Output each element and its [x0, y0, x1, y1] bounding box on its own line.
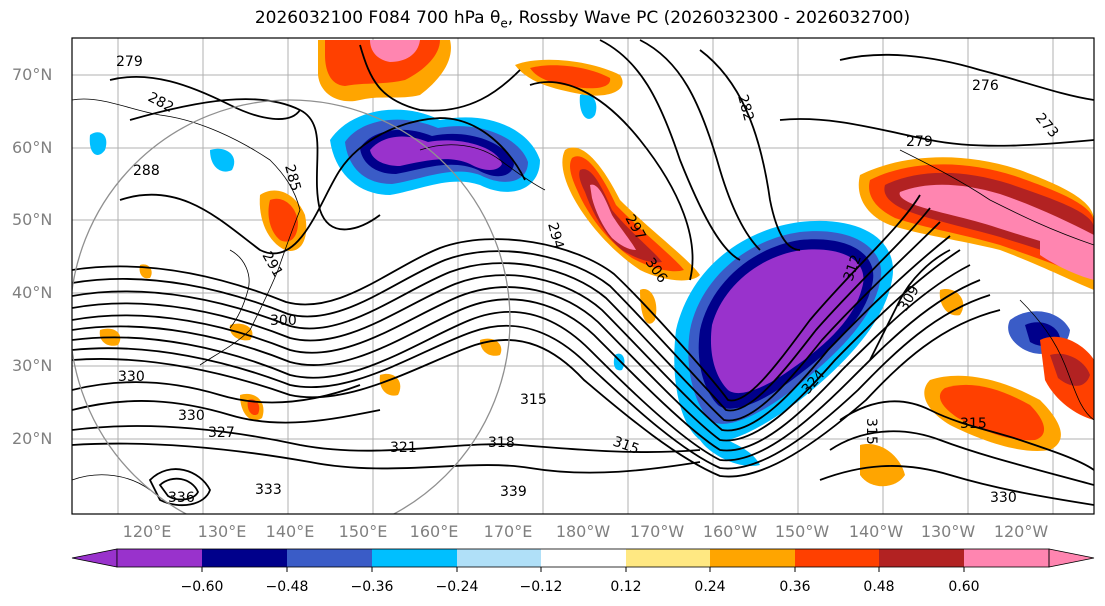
contour-label: 279	[906, 134, 933, 150]
lat-label: 30°N	[12, 356, 52, 375]
lon-label: 180°W	[556, 522, 611, 541]
negative-anomaly-shading	[89, 93, 1070, 466]
lon-label: 140°W	[849, 522, 904, 541]
positive-anomaly-shading	[99, 40, 1094, 487]
theta-e-contours	[72, 39, 1094, 507]
contour-label: 339	[500, 484, 527, 500]
contour-label: 333	[255, 482, 282, 498]
contour-label: 300	[270, 313, 297, 329]
lat-label: 70°N	[12, 65, 52, 84]
contour-label: 315	[863, 418, 879, 445]
lon-label: 130°E	[198, 522, 247, 541]
contour-label: 276	[972, 78, 999, 94]
colorbar-segment	[710, 549, 795, 567]
colorbar-segment	[626, 549, 710, 567]
colorbar-segment	[117, 549, 202, 567]
colorbar-segment	[795, 549, 879, 567]
lon-label: 120°W	[994, 522, 1049, 541]
contour-label: 330	[178, 408, 205, 424]
colorbar-extend-low	[71, 548, 118, 568]
contour-label: 336	[168, 490, 195, 506]
colorbar-tick-label: −0.24	[436, 579, 479, 595]
colorbar-tick-label: 0.60	[948, 579, 979, 595]
colorbar-tick-label: −0.48	[266, 579, 309, 595]
contour-label: 294	[544, 221, 566, 251]
colorbar: −0.60 −0.48 −0.36 −0.24 −0.12 0.12 0.24 0.36 0.4…	[71, 548, 1095, 595]
colorbar-segment	[287, 549, 372, 567]
contour-label: 321	[390, 440, 417, 456]
colorbar-segment	[372, 549, 457, 567]
lon-label: 170°W	[630, 522, 685, 541]
colorbar-tick-label: 0.36	[779, 579, 810, 595]
contour-label: 330	[990, 490, 1017, 506]
lon-label: 140°E	[266, 522, 315, 541]
colorbar-tick-label: −0.12	[520, 579, 563, 595]
colorbar-tick-label: −0.60	[181, 579, 224, 595]
colorbar-segment	[457, 549, 541, 567]
lat-label: 50°N	[12, 210, 52, 229]
longitude-labels: 120°E 130°E 140°E 150°E 160°E 170°E 180°…	[123, 522, 1049, 541]
colorbar-tick-label: 0.12	[610, 579, 641, 595]
colorbar-tick-label: 0.24	[694, 579, 725, 595]
coastlines	[72, 98, 1094, 491]
colorbar-outline	[116, 548, 1050, 568]
contour-label: 315	[520, 392, 547, 408]
lon-label: 130°W	[921, 522, 976, 541]
contour-label: 279	[116, 54, 143, 70]
contour-label: 318	[488, 435, 515, 451]
latitude-labels: 70°N 60°N 50°N 40°N 30°N 20°N	[12, 65, 52, 448]
contour-label: 282	[734, 93, 756, 123]
contour-label: 315	[960, 416, 987, 432]
lat-label: 20°N	[12, 429, 52, 448]
map-title: 2026032100 F084 700 hPa θe, Rossby Wave …	[254, 8, 911, 31]
colorbar-extend-high	[1048, 548, 1095, 568]
lat-label: 60°N	[12, 138, 52, 157]
lon-label: 170°E	[484, 522, 533, 541]
contour-label: 285	[281, 163, 303, 193]
colorbar-tick-label: 0.48	[863, 579, 894, 595]
lon-label: 150°W	[775, 522, 830, 541]
colorbar-segment	[964, 549, 1049, 567]
colorbar-segment	[202, 549, 287, 567]
contour-label: 288	[133, 163, 160, 179]
contour-label: 330	[118, 369, 145, 385]
reference-circle	[72, 99, 511, 514]
colorbar-tick-label: −0.36	[351, 579, 394, 595]
lon-label: 160°W	[703, 522, 758, 541]
colorbar-segment	[541, 549, 626, 567]
map-plot-area	[72, 38, 1094, 514]
lon-label: 160°E	[410, 522, 459, 541]
lon-label: 120°E	[123, 522, 172, 541]
contour-label: 327	[208, 425, 235, 441]
lat-label: 40°N	[12, 283, 52, 302]
colorbar-segment	[879, 549, 964, 567]
map-frame	[71, 37, 1095, 515]
lon-label: 150°E	[339, 522, 388, 541]
